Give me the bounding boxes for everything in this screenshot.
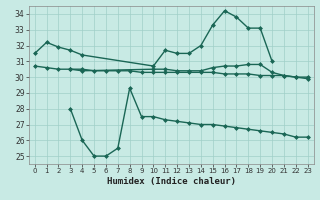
X-axis label: Humidex (Indice chaleur): Humidex (Indice chaleur) [107, 177, 236, 186]
